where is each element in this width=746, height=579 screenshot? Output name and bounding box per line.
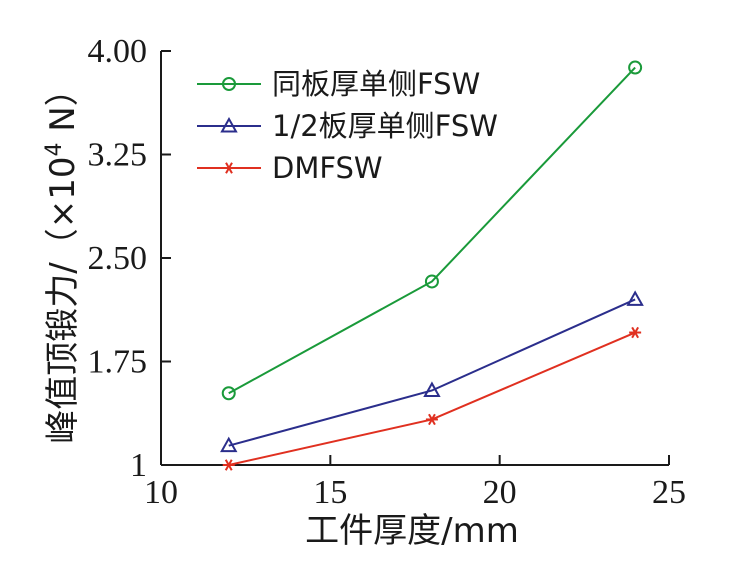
y-axis-title-group: 峰值顶锻力/（×104 N）	[42, 72, 83, 443]
legend-marker-stroke	[225, 162, 233, 174]
legend-marker	[223, 162, 235, 174]
series-2-point	[626, 290, 644, 306]
x-tick-label: 15	[313, 474, 347, 511]
legend: 同板厚单侧FSW 1/2板厚单侧FSW DMFSW	[197, 67, 498, 185]
series-3-point-stroke	[428, 413, 436, 426]
x-axis-title: 工件厚度/mm	[305, 511, 519, 551]
y-axis-title-main: 峰值顶锻力/	[43, 262, 83, 444]
y-axis-title: 峰值顶锻力/（×104 N）	[42, 72, 83, 443]
legend-marker	[220, 116, 238, 133]
series-1-point	[424, 274, 439, 289]
legend-item-3: DMFSW	[197, 151, 383, 185]
series-2-point	[220, 436, 238, 453]
series-3-point	[629, 326, 642, 339]
y-tick-label: 1	[130, 447, 147, 484]
legend-label: 1/2板厚单侧FSW	[272, 109, 498, 143]
x-tick-label: 10	[144, 474, 178, 511]
legend-item-2: 1/2板厚单侧FSW	[197, 109, 498, 143]
y-tick-label: 3.25	[88, 137, 148, 174]
series-layer	[220, 60, 644, 471]
legend-marker	[222, 77, 236, 91]
series-3-point-stroke	[631, 326, 639, 339]
legend-label: 同板厚单侧FSW	[272, 67, 480, 101]
series-3-point-stroke	[224, 459, 233, 471]
y-axis-title-unit-suffix: N）	[43, 72, 83, 142]
series-1	[221, 60, 643, 401]
series-2-point	[423, 381, 441, 397]
x-tick-label: 25	[652, 474, 686, 511]
series-2	[220, 290, 644, 453]
series-3-point	[425, 413, 438, 426]
series-1-point	[628, 60, 643, 75]
series-3	[222, 326, 642, 471]
plot-area: 1 1.75 2.50 3.25 4.00 10 15 20 25	[88, 33, 687, 511]
legend-label: DMFSW	[272, 151, 383, 185]
series-2-line	[228, 298, 636, 447]
x-tick-label: 20	[483, 474, 517, 511]
y-tick-label: 4.00	[88, 33, 148, 70]
series-3-point	[222, 459, 235, 471]
y-tick-label: 2.50	[88, 240, 148, 277]
legend-item-1: 同板厚单侧FSW	[197, 67, 480, 101]
series-3-line	[228, 331, 636, 466]
series-1-line	[228, 66, 636, 395]
series-1-point	[221, 386, 236, 401]
y-axis-title-unit-exp: 4	[42, 143, 67, 157]
y-tick-label: 1.75	[88, 344, 148, 381]
y-axis-title-unit-prefix: （×10	[43, 157, 83, 263]
